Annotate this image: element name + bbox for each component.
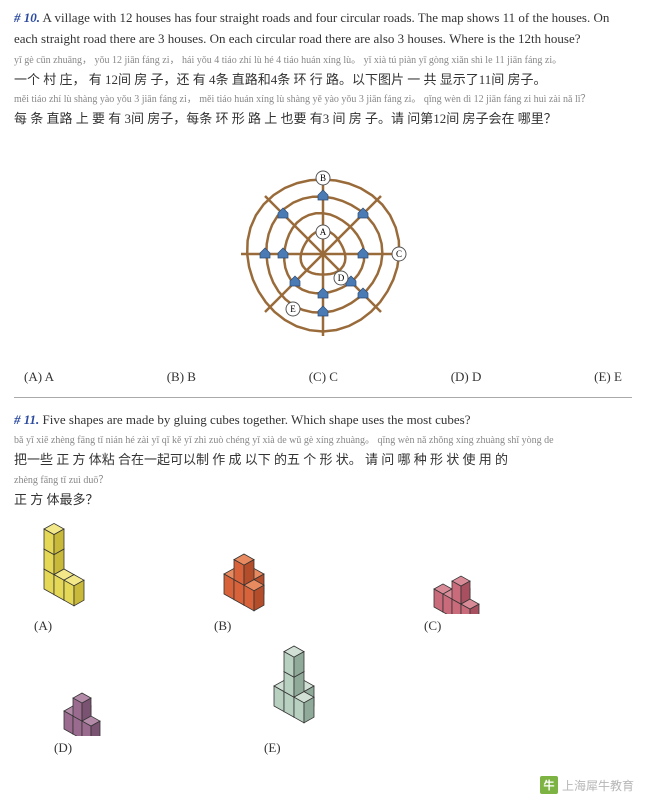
q10-opt-d: (D) D: [451, 369, 482, 385]
q11-chinese-2: 正 方 体最多？: [14, 490, 632, 510]
village-map-svg: A B C D E: [223, 159, 423, 349]
q11-number: # 11.: [14, 412, 39, 427]
q11-pinyin-1: bǎ yī xiē zhèng fāng tǐ nián hé zài yī q…: [14, 434, 632, 448]
question-11: # 11. Five shapes are made by gluing cub…: [14, 410, 632, 757]
svg-text:A: A: [320, 227, 327, 237]
svg-text:B: B: [320, 173, 326, 183]
shape-a-cell: (A): [34, 519, 124, 634]
q10-eng-text: A village with 12 houses has four straig…: [14, 10, 609, 46]
shape-c-svg: [424, 539, 554, 614]
q10-opt-b: (B) B: [167, 369, 196, 385]
shape-b-cell: (B): [214, 524, 334, 634]
shape-e-label: (E): [264, 740, 281, 756]
q10-chinese-2: 每 条 直路 上 要 有 3间 房子，每条 环 形 路 上 也要 有3 间 房 …: [14, 109, 632, 129]
q10-opt-e: (E) E: [594, 369, 622, 385]
shape-d-label: (D): [54, 740, 72, 756]
divider: [14, 397, 632, 398]
shape-b-svg: [214, 524, 334, 614]
shape-c-label: (C): [424, 618, 441, 634]
watermark: 牛 上海犀牛教育: [540, 776, 634, 794]
q11-shapes-row-1: (A) (B) (C): [14, 509, 632, 634]
q10-options: (A) A (B) B (C) C (D) D (E) E: [14, 369, 632, 385]
q11-pinyin-2: zhèng fāng tǐ zuì duō？: [14, 474, 632, 488]
question-10: # 10. A village with 12 houses has four …: [14, 8, 632, 385]
q10-opt-a: (A) A: [24, 369, 54, 385]
svg-text:C: C: [396, 249, 402, 259]
q10-opt-c: (C) C: [309, 369, 338, 385]
q10-pinyin-2: měi tiáo zhí lù shàng yào yǒu 3 jiān fán…: [14, 93, 632, 107]
page: # 10. A village with 12 houses has four …: [0, 0, 646, 764]
shape-c-cell: (C): [424, 539, 554, 634]
shape-e-svg: [264, 636, 374, 736]
q11-eng-text: Five shapes are made by gluing cubes tog…: [43, 412, 471, 427]
shape-d-svg: [54, 661, 174, 736]
q11-chinese-1: 把一些 正 方 体粘 合在一起可以制 作 成 以下 的五 个 形 状。 请 问 …: [14, 450, 632, 470]
q11-english: # 11. Five shapes are made by gluing cub…: [14, 410, 632, 431]
q10-number: # 10.: [14, 10, 40, 25]
q10-diagram: A B C D E: [14, 159, 632, 349]
q10-english: # 10. A village with 12 houses has four …: [14, 8, 632, 50]
shape-b-label: (B): [214, 618, 231, 634]
q10-pinyin-1: yī gè cūn zhuāng， yǒu 12 jiān fáng zi， h…: [14, 54, 632, 68]
svg-text:E: E: [290, 304, 296, 314]
watermark-text: 上海犀牛教育: [562, 777, 634, 794]
shape-d-cell: (D): [54, 661, 174, 756]
svg-text:D: D: [338, 273, 345, 283]
shape-a-label: (A): [34, 618, 52, 634]
q11-shapes-row-2: (D) (E): [14, 634, 632, 756]
shape-a-svg: [34, 519, 124, 614]
shape-e-cell: (E): [264, 636, 374, 756]
watermark-icon: 牛: [540, 776, 558, 794]
q10-chinese-1: 一个 村 庄， 有 12间 房 子，还 有 4条 直路和4条 环 行 路。以下图…: [14, 70, 632, 90]
